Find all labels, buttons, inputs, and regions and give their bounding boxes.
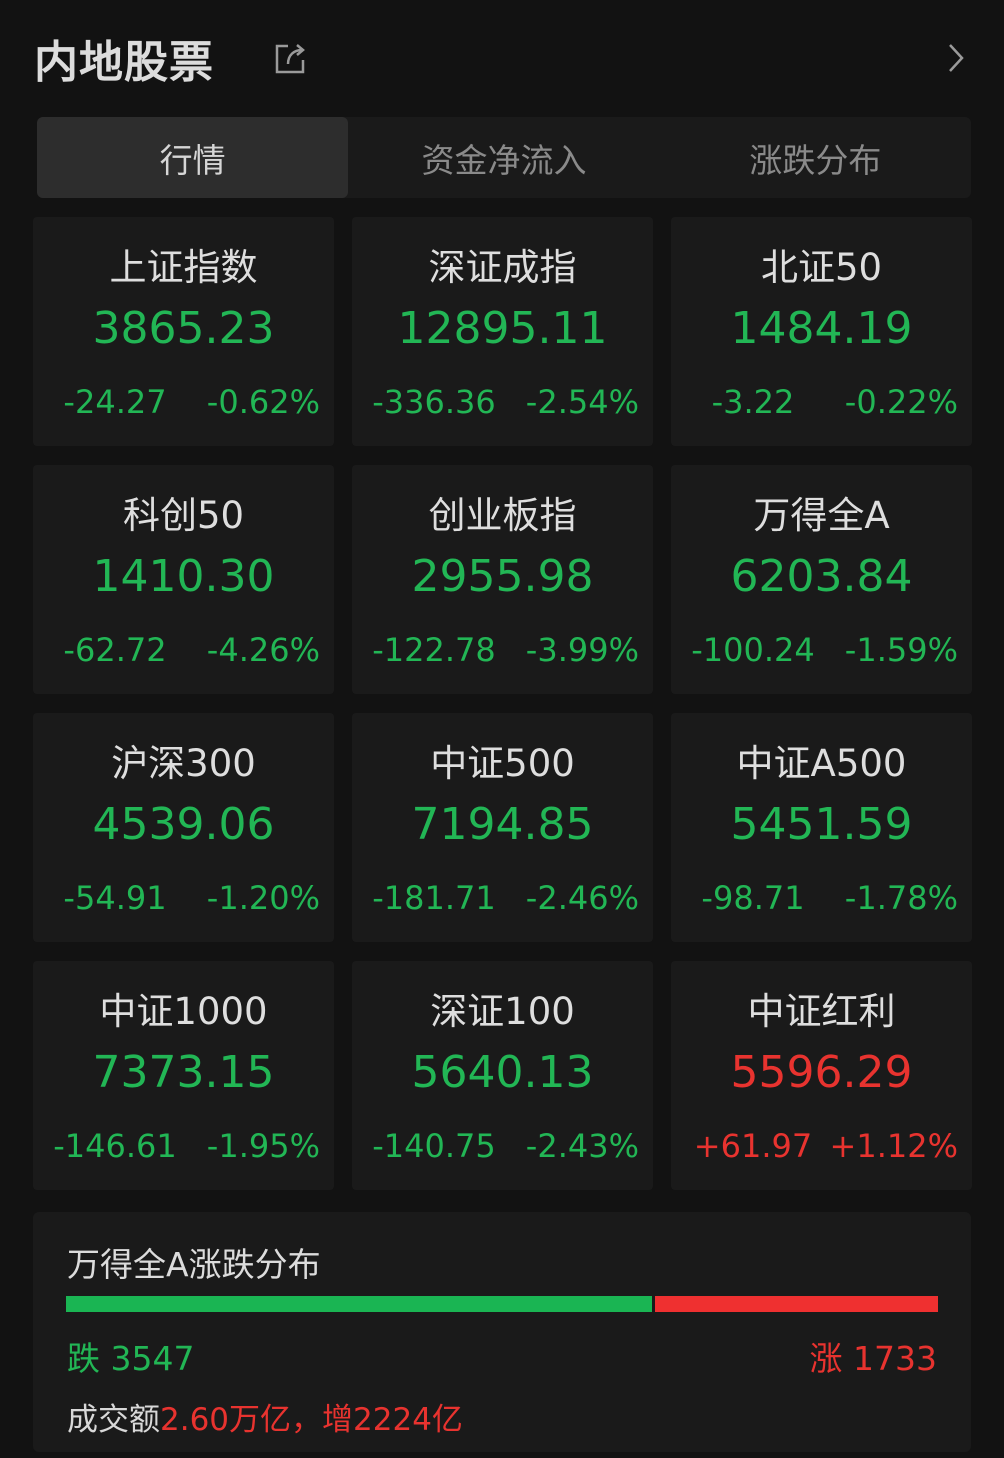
index-change: -62.72	[63, 631, 167, 669]
index-name: 中证1000	[99, 990, 268, 1033]
index-value: 5640.13	[411, 1047, 594, 1098]
index-change: -336.36	[372, 383, 496, 421]
index-change-percent: -0.62%	[206, 383, 320, 421]
distribution-bar	[66, 1296, 938, 1312]
index-name: 沪深300	[111, 742, 256, 785]
index-change: -181.71	[372, 879, 496, 917]
index-value: 2955.98	[411, 551, 594, 602]
index-name: 北证50	[760, 246, 883, 289]
index-value: 12895.11	[397, 303, 608, 354]
distribution-title: 万得全A涨跌分布	[67, 1245, 321, 1284]
index-card[interactable]: 创业板指 2955.98 -122.78 -3.99%	[352, 465, 653, 694]
index-change-percent: -3.99%	[525, 631, 639, 669]
index-change-percent: -0.22%	[844, 383, 958, 421]
index-value: 1410.30	[92, 551, 275, 602]
turnover-value: 2.60万亿	[160, 1402, 292, 1438]
index-change-percent: -1.95%	[206, 1127, 320, 1165]
share-icon[interactable]	[274, 40, 308, 74]
turnover-label: 成交额	[67, 1402, 160, 1438]
chevron-right-icon[interactable]	[940, 40, 970, 76]
index-name: 万得全A	[753, 494, 890, 537]
index-value: 7194.85	[411, 799, 594, 850]
index-change-percent: -1.59%	[844, 631, 958, 669]
index-change: -122.78	[372, 631, 496, 669]
index-change: -140.75	[372, 1127, 496, 1165]
page-title: 内地股票	[34, 37, 214, 88]
index-change-percent: -1.20%	[206, 879, 320, 917]
index-name: 科创50	[122, 494, 245, 537]
index-change: +61.97	[693, 1127, 813, 1165]
index-name: 上证指数	[109, 246, 258, 289]
index-card[interactable]: 中证500 7194.85 -181.71 -2.46%	[352, 713, 653, 942]
turnover: 成交额2.60万亿，增2224亿	[67, 1394, 463, 1439]
index-name: 深证100	[430, 990, 575, 1033]
index-value: 4539.06	[92, 799, 275, 850]
index-card[interactable]: 北证50 1484.19 -3.22 -0.22%	[671, 217, 972, 446]
index-value: 6203.84	[730, 551, 913, 602]
index-change: -24.27	[63, 383, 167, 421]
index-change: -54.91	[63, 879, 167, 917]
index-change: -3.22	[711, 383, 795, 421]
fall-bar	[66, 1296, 652, 1312]
index-change: -146.61	[53, 1127, 177, 1165]
index-name: 中证红利	[747, 990, 896, 1033]
index-card[interactable]: 上证指数 3865.23 -24.27 -0.62%	[33, 217, 334, 446]
turnover-change: 增2224亿	[322, 1402, 463, 1438]
index-change-percent: +1.12%	[829, 1127, 958, 1165]
index-change-percent: -2.46%	[525, 879, 639, 917]
index-card[interactable]: 中证A500 5451.59 -98.71 -1.78%	[671, 713, 972, 942]
index-name: 中证A500	[736, 742, 907, 785]
index-name: 中证500	[430, 742, 575, 785]
tab-distribution[interactable]: 涨跌分布	[749, 140, 882, 180]
index-value: 1484.19	[730, 303, 913, 354]
distribution-panel[interactable]: 万得全A涨跌分布 跌 3547 涨 1733 成交额2.60万亿，增2224亿	[33, 1212, 971, 1452]
index-grid: 上证指数 3865.23 -24.27 -0.62% 深证成指 12895.11 …	[33, 217, 972, 1190]
index-card[interactable]: 中证1000 7373.15 -146.61 -1.95%	[33, 961, 334, 1190]
tab-net-inflow[interactable]: 资金净流入	[421, 140, 587, 180]
tab-bar: 行情 资金净流入 涨跌分布	[37, 117, 971, 198]
index-change-percent: -1.78%	[844, 879, 958, 917]
index-change-percent: -4.26%	[206, 631, 320, 669]
index-change: -98.71	[701, 879, 805, 917]
index-name: 深证成指	[428, 246, 577, 289]
index-value: 5451.59	[730, 799, 913, 850]
index-card[interactable]: 科创50 1410.30 -62.72 -4.26%	[33, 465, 334, 694]
index-change: -100.24	[691, 631, 815, 669]
index-value: 3865.23	[92, 303, 275, 354]
tab-market[interactable]: 行情	[37, 117, 349, 198]
index-card[interactable]: 中证红利 5596.29 +61.97 +1.12%	[671, 961, 972, 1190]
fall-count: 跌 3547	[67, 1339, 195, 1378]
index-card[interactable]: 深证100 5640.13 -140.75 -2.43%	[352, 961, 653, 1190]
rise-count: 涨 1733	[809, 1339, 937, 1378]
index-value: 7373.15	[92, 1047, 275, 1098]
index-change-percent: -2.43%	[525, 1127, 639, 1165]
separator: ，	[291, 1402, 323, 1438]
index-name: 创业板指	[428, 494, 577, 537]
index-change-percent: -2.54%	[525, 383, 639, 421]
index-card[interactable]: 深证成指 12895.11 -336.36 -2.54%	[352, 217, 653, 446]
index-value: 5596.29	[730, 1047, 913, 1098]
index-card[interactable]: 沪深300 4539.06 -54.91 -1.20%	[33, 713, 334, 942]
index-card[interactable]: 万得全A 6203.84 -100.24 -1.59%	[671, 465, 972, 694]
rise-bar	[654, 1296, 938, 1312]
